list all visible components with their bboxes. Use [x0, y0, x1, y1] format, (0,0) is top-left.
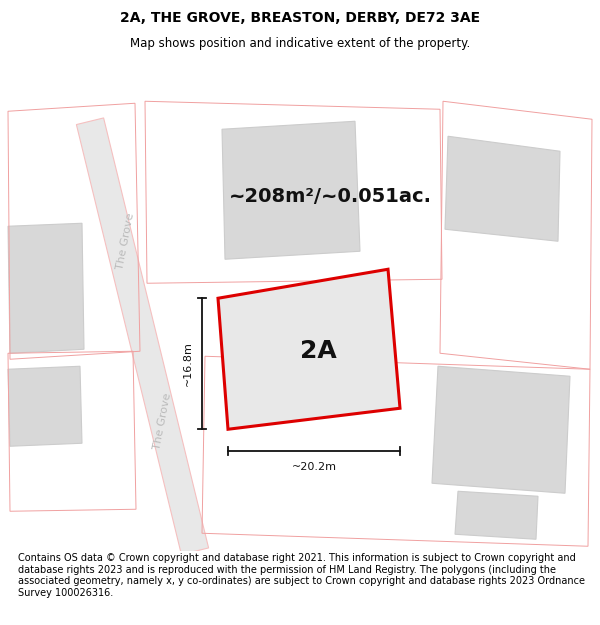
Polygon shape: [222, 121, 360, 259]
Polygon shape: [218, 269, 400, 429]
Polygon shape: [8, 223, 84, 353]
Text: The Grove: The Grove: [116, 212, 136, 271]
Polygon shape: [8, 366, 82, 446]
Text: 2A: 2A: [300, 339, 337, 363]
Polygon shape: [455, 491, 538, 539]
Text: ~208m²/~0.051ac.: ~208m²/~0.051ac.: [229, 187, 431, 206]
Text: 2A, THE GROVE, BREASTON, DERBY, DE72 3AE: 2A, THE GROVE, BREASTON, DERBY, DE72 3AE: [120, 11, 480, 24]
Text: The Grove: The Grove: [152, 392, 173, 451]
Polygon shape: [432, 366, 570, 493]
Text: ~20.2m: ~20.2m: [292, 462, 337, 472]
Polygon shape: [76, 118, 209, 554]
Polygon shape: [445, 136, 560, 241]
Text: Contains OS data © Crown copyright and database right 2021. This information is : Contains OS data © Crown copyright and d…: [18, 553, 585, 598]
Text: ~16.8m: ~16.8m: [183, 341, 193, 386]
Text: Map shows position and indicative extent of the property.: Map shows position and indicative extent…: [130, 37, 470, 50]
